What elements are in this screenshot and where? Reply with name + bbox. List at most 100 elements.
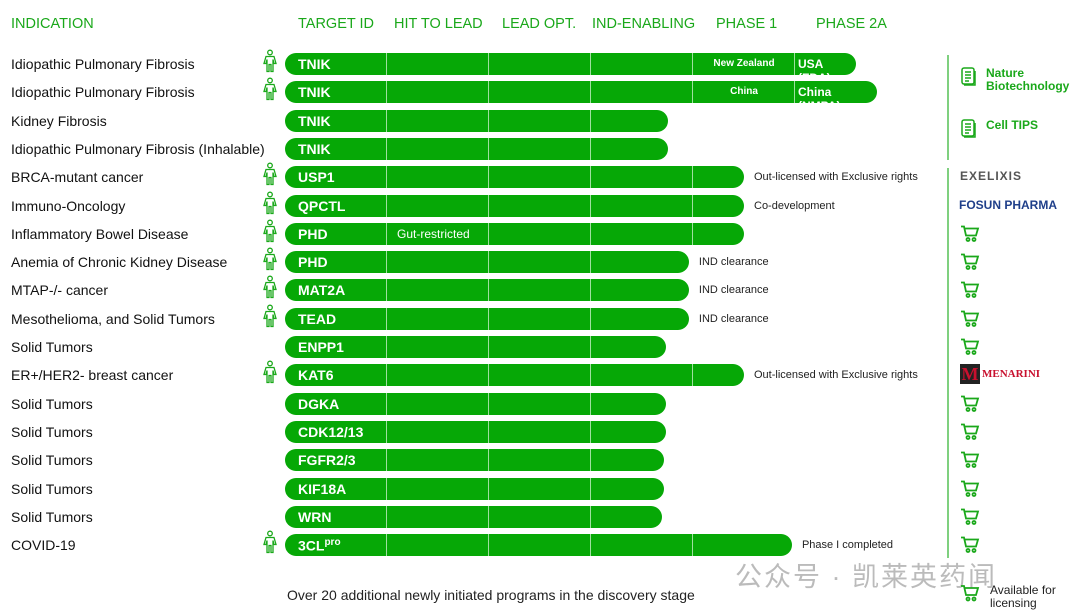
progress-bar[interactable]: KIF18A — [285, 477, 665, 500]
progress-bar[interactable]: CDK12/13 — [285, 420, 667, 443]
progress-bar[interactable]: TNIK China China (NMPA) — [285, 81, 877, 104]
cart-icon[interactable] — [960, 309, 980, 332]
cart-icon[interactable] — [960, 394, 980, 417]
progress-bar[interactable]: TNIK — [285, 109, 668, 132]
stage-divider — [488, 392, 489, 415]
progress-bar[interactable]: TNIK New Zealand USA (FDA) — [285, 53, 857, 75]
stage-divider — [488, 166, 489, 189]
cart-icon[interactable] — [960, 422, 980, 445]
bar-annotation: China (NMPA) — [798, 85, 840, 103]
indication-label: MTAP-/- cancer — [11, 282, 108, 299]
cart-icon[interactable] — [960, 224, 980, 247]
progress-bar[interactable]: TNIK — [285, 137, 668, 160]
stage-divider — [590, 222, 591, 245]
stage-divider — [386, 109, 387, 132]
target-name: QPCTL — [298, 197, 346, 214]
stage-divider — [590, 420, 591, 443]
cart-icon[interactable] — [960, 479, 980, 502]
cart-icon[interactable] — [960, 253, 980, 276]
stage-divider — [692, 364, 693, 387]
progress-bar[interactable]: ENPP1 — [285, 336, 667, 358]
stage-divider — [488, 53, 489, 75]
footer-note: Over 20 additional newly initiated progr… — [287, 587, 695, 603]
indication-label: Solid Tumors — [11, 508, 93, 525]
cart-icon[interactable] — [960, 536, 980, 559]
cart-icon[interactable] — [960, 338, 980, 361]
legend-label: Available for licensing — [990, 583, 1056, 610]
target-name: USP1 — [298, 169, 335, 186]
stage-divider — [386, 505, 387, 528]
stage-divider — [794, 53, 795, 75]
target-label: TNIK — [298, 84, 331, 100]
stage-divider — [488, 449, 489, 472]
target-name: FGFR2/3 — [298, 452, 356, 469]
progress-bar[interactable]: PHD Gut-restricted — [285, 222, 744, 245]
target-name: TEAD — [298, 310, 337, 327]
status-note: Co-development — [754, 199, 835, 212]
progress-bar[interactable]: TEAD — [285, 307, 689, 330]
stage-divider — [386, 477, 387, 500]
stage-divider — [386, 166, 387, 189]
cart-icon[interactable] — [960, 507, 980, 530]
progress-bar[interactable]: KAT6 — [285, 364, 744, 387]
stage-divider — [590, 477, 591, 500]
bar-annotation: New Zealand — [713, 58, 775, 69]
target-superscript: pro — [324, 537, 341, 549]
stage-divider — [590, 505, 591, 528]
indication-label: Solid Tumors — [11, 480, 93, 497]
cart-icon[interactable] — [960, 281, 980, 304]
bar-annotation: USA (FDA) — [798, 57, 831, 75]
stage-divider — [386, 449, 387, 472]
progress-bar[interactable]: USP1 — [285, 166, 744, 189]
indication-label: Immuno-Oncology — [11, 197, 126, 214]
progress-bar[interactable]: MAT2A — [285, 279, 689, 302]
stage-divider — [488, 420, 489, 443]
stage-divider — [488, 307, 489, 330]
progress-bar[interactable]: DGKA — [285, 392, 667, 415]
target-name: MAT2A — [298, 282, 346, 299]
target-name: WRN — [298, 508, 332, 525]
target-name: TNIK — [298, 112, 331, 129]
indication-label: COVID-19 — [11, 537, 76, 554]
stage-divider — [590, 392, 591, 415]
indication-label: BRCA-mutant cancer — [11, 169, 144, 186]
stage-divider — [590, 251, 591, 274]
progress-bar[interactable]: PHD — [285, 251, 689, 274]
indication-label: Solid Tumors — [11, 452, 93, 469]
target-label: USP1 — [298, 169, 335, 185]
status-note: Out-licensed with Exclusive rights — [754, 369, 918, 382]
menarini-m-icon: M — [960, 364, 980, 385]
document-icon — [960, 66, 978, 89]
target-label: FGFR2/3 — [298, 452, 356, 468]
person-icon — [262, 49, 278, 79]
stage-divider — [488, 222, 489, 245]
target-label: MAT2A — [298, 282, 345, 298]
progress-bar[interactable]: FGFR2/3 — [285, 449, 665, 472]
progress-bar[interactable]: WRN — [285, 505, 663, 528]
progress-bar[interactable]: 3CLpro — [285, 534, 792, 557]
stage-divider — [590, 53, 591, 75]
fosun-pharma-logo: FOSUN PHARMA — [959, 197, 1057, 212]
cart-icon[interactable] — [960, 451, 980, 474]
target-label: QPCTL — [298, 198, 345, 214]
progress-bar[interactable]: QPCTL — [285, 194, 744, 217]
indication-label: Inflammatory Bowel Disease — [11, 225, 189, 242]
target-name: CDK12/13 — [298, 423, 364, 440]
status-note: IND clearance — [698, 312, 769, 325]
bar-annotation: China — [730, 86, 758, 98]
stage-divider — [386, 307, 387, 330]
indication-label: Anemia of Chronic Kidney Disease — [11, 254, 228, 271]
header-3: LEAD OPT. — [502, 16, 577, 32]
stage-divider — [386, 336, 387, 358]
person-icon — [262, 191, 278, 220]
document-icon — [960, 118, 978, 141]
stage-divider — [386, 137, 387, 160]
stage-divider — [386, 420, 387, 443]
menarini-logo: M MENARINI — [960, 364, 1040, 385]
status-note: Out-licensed with Exclusive rights — [754, 171, 918, 184]
target-name: PHD — [298, 254, 328, 271]
publication-0: Nature Biotechnology — [960, 66, 1076, 93]
target-name: PHD — [298, 225, 328, 242]
person-icon — [262, 247, 278, 277]
stage-divider — [488, 336, 489, 358]
